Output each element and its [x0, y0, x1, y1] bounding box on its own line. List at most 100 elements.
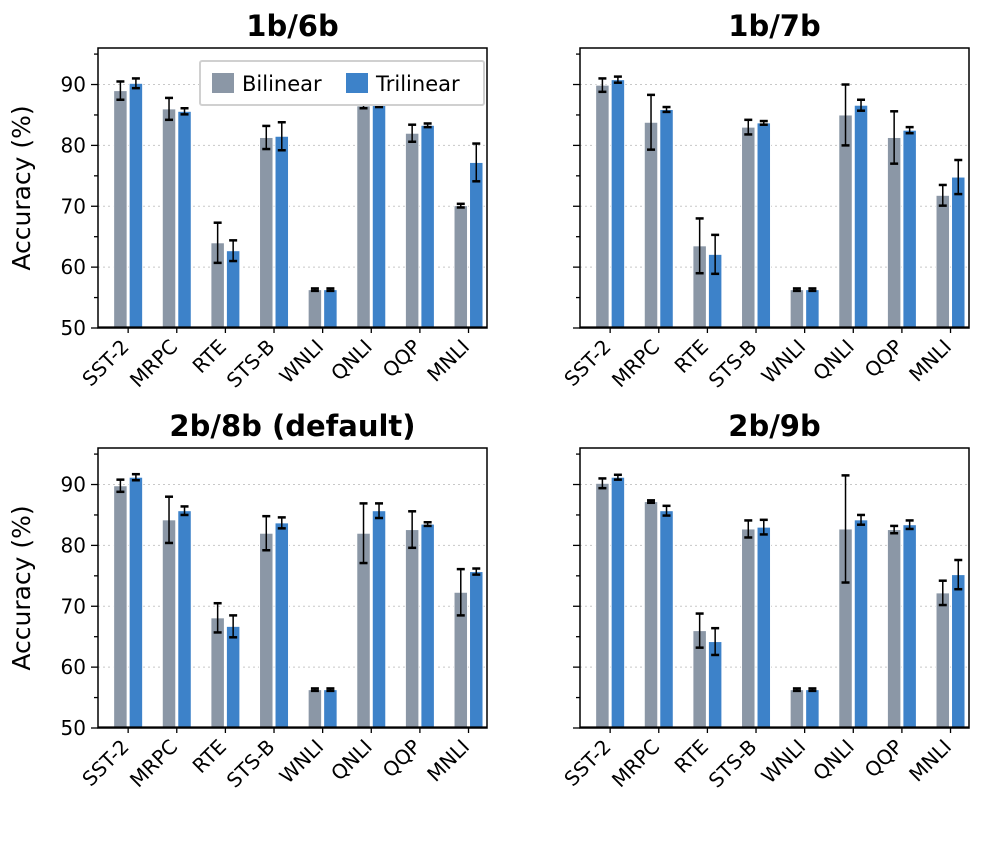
x-tick-label: MNLI [904, 335, 956, 387]
y-tick-label: 80 [61, 533, 86, 557]
bar-bilinear-sst-2 [113, 90, 128, 329]
bar-trilinear-qnli [853, 519, 869, 729]
x-tick-label: STS-B [222, 335, 280, 393]
bar-bilinear-rte [210, 617, 225, 729]
y-axis-label: Accuracy (%) [7, 105, 36, 270]
bar-trilinear-sst-2 [610, 79, 626, 329]
y-tick-label: 90 [61, 73, 86, 97]
bar-bilinear-sst-2 [595, 482, 610, 729]
bar-trilinear-qqp [420, 523, 435, 729]
bar-bilinear-mrpc [643, 121, 659, 329]
bar-bilinear-mnli [935, 592, 951, 729]
bar-bilinear-sst-2 [113, 485, 128, 729]
bar-trilinear-mnli [469, 571, 484, 729]
bar-trilinear-rte [225, 625, 241, 729]
bar-trilinear-mrpc [177, 110, 192, 329]
bar-bilinear-mrpc [643, 501, 659, 729]
x-tick-label: MNLI [422, 335, 474, 387]
bar-trilinear-sst-2 [128, 476, 144, 729]
legend-swatch-bilinear [212, 73, 234, 93]
bar-trilinear-mrpc [659, 510, 674, 729]
plot-frame [579, 47, 970, 329]
bar-trilinear-qqp [420, 124, 435, 329]
y-tick-label: 60 [61, 655, 86, 679]
y-axis-label: Accuracy (%) [7, 505, 36, 670]
bar-bilinear-qnli [838, 114, 853, 329]
x-tick-label: STS-B [222, 735, 280, 793]
y-tick-label: 50 [61, 716, 86, 740]
bar-trilinear-wnli [323, 289, 338, 329]
bar-trilinear-mrpc [659, 108, 674, 329]
bar-trilinear-sst-2 [610, 476, 626, 729]
bar-bilinear-qqp [886, 529, 902, 729]
bar-trilinear-wnli [805, 289, 820, 329]
legend-swatch-trilinear [346, 73, 368, 93]
bar-trilinear-sst-2 [128, 82, 144, 329]
x-tick-label: SST-2 [559, 735, 615, 791]
plot-frame [579, 447, 970, 729]
bar-trilinear-mnli [951, 574, 966, 729]
bar-trilinear-sts-b [756, 526, 772, 729]
bar-bilinear-mrpc [161, 108, 177, 329]
legend-label-bilinear: Bilinear [242, 72, 322, 96]
x-tick-label: MNLI [422, 735, 474, 787]
y-tick-label: 70 [61, 594, 86, 618]
x-tick-label: MNLI [904, 735, 956, 787]
bar-bilinear-qnli [356, 105, 371, 329]
x-tick-label: MRPC [607, 735, 664, 792]
x-tick-label: STS-B [704, 735, 762, 793]
bar-trilinear-mrpc [177, 510, 192, 729]
x-tick-label: MRPC [125, 335, 182, 392]
bar-bilinear-sts-b [741, 126, 756, 329]
x-tick-label: WNLI [275, 335, 329, 389]
x-tick-label: SST-2 [559, 335, 615, 391]
x-tick-label: QQP [378, 735, 426, 783]
bar-trilinear-qqp [902, 524, 917, 729]
x-tick-label: WNLI [757, 335, 811, 389]
bar-trilinear-qnli [853, 104, 869, 329]
x-tick-label: SST-2 [77, 335, 133, 391]
bar-bilinear-mrpc [161, 519, 177, 729]
chart-title: 2b/8b (default) [169, 409, 415, 443]
bar-trilinear-wnli [323, 689, 338, 729]
chart-title: 2b/9b [728, 409, 820, 443]
plot-frame [97, 47, 488, 329]
x-tick-label: QNLI [326, 335, 377, 386]
x-tick-label: MRPC [125, 735, 182, 792]
bar-bilinear-sts-b [259, 532, 274, 729]
bar-bilinear-sts-b [741, 528, 756, 729]
y-tick-label: 60 [61, 255, 86, 279]
x-tick-label: MRPC [607, 335, 664, 392]
bar-trilinear-sts-b [274, 522, 290, 729]
x-tick-label: QQP [378, 335, 426, 383]
x-tick-label: QNLI [808, 335, 859, 386]
x-tick-label: QNLI [326, 735, 377, 786]
y-tick-label: 50 [61, 316, 86, 340]
bar-trilinear-mnli [951, 176, 966, 329]
y-tick-label: 80 [61, 133, 86, 157]
bar-bilinear-mnli [453, 205, 469, 329]
bar-bilinear-qqp [404, 132, 420, 329]
x-tick-label: STS-B [704, 335, 762, 393]
bar-bilinear-qqp [404, 529, 420, 729]
chart-title: 1b/7b [728, 9, 820, 43]
x-tick-label: WNLI [757, 735, 811, 789]
bar-trilinear-sts-b [274, 135, 290, 329]
legend: Bilinear Trilinear [199, 60, 485, 106]
x-tick-label: WNLI [275, 735, 329, 789]
bar-trilinear-wnli [805, 689, 820, 729]
x-tick-label: QQP [860, 335, 908, 383]
bar-bilinear-mnli [935, 194, 951, 329]
chart-title: 1b/6b [246, 9, 338, 43]
bar-trilinear-mnli [469, 161, 484, 329]
bar-bilinear-wnli [307, 289, 323, 329]
bar-trilinear-sts-b [756, 122, 772, 329]
x-tick-label: QNLI [808, 735, 859, 786]
y-tick-label: 90 [61, 473, 86, 497]
x-tick-label: QQP [860, 735, 908, 783]
bar-trilinear-qqp [902, 129, 917, 329]
